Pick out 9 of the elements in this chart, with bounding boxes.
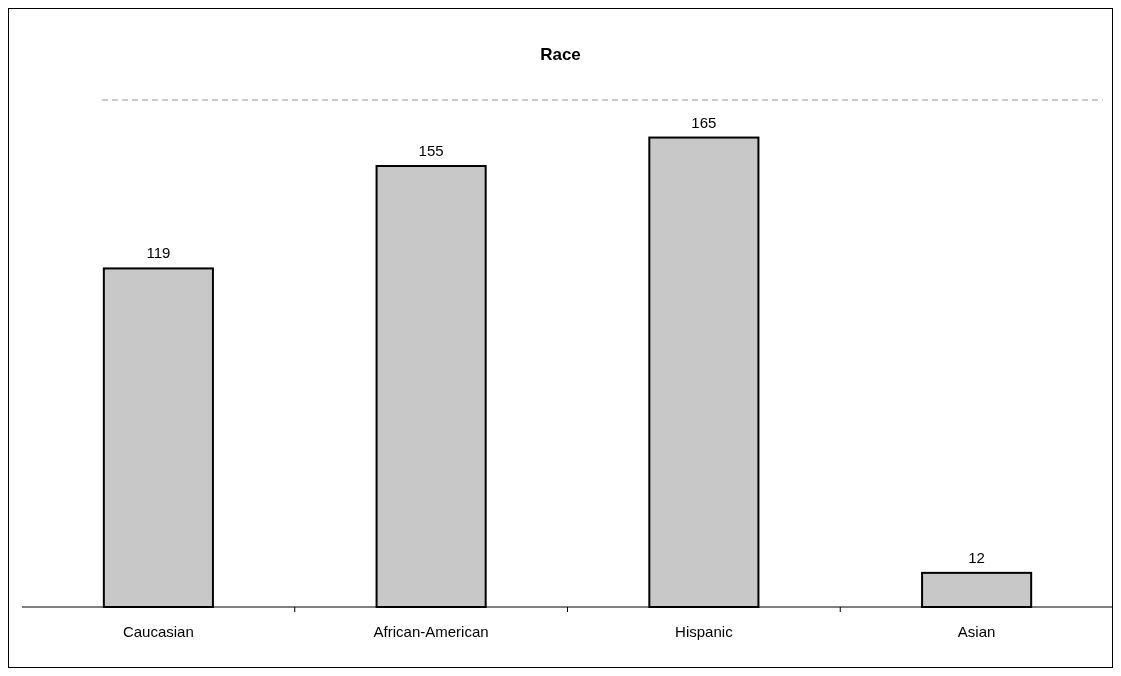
data-label: 119 — [146, 244, 171, 262]
chart-title: Race — [540, 45, 581, 64]
data-label: 165 — [691, 113, 717, 131]
x-tick-label: Hispanic — [675, 623, 734, 640]
data-label: 155 — [418, 142, 444, 160]
x-tick-label: African-American — [373, 623, 489, 640]
data-label: 12 — [968, 548, 985, 566]
x-tick-label: Asian — [957, 623, 996, 640]
x-tick-label: Caucasian — [122, 623, 194, 640]
